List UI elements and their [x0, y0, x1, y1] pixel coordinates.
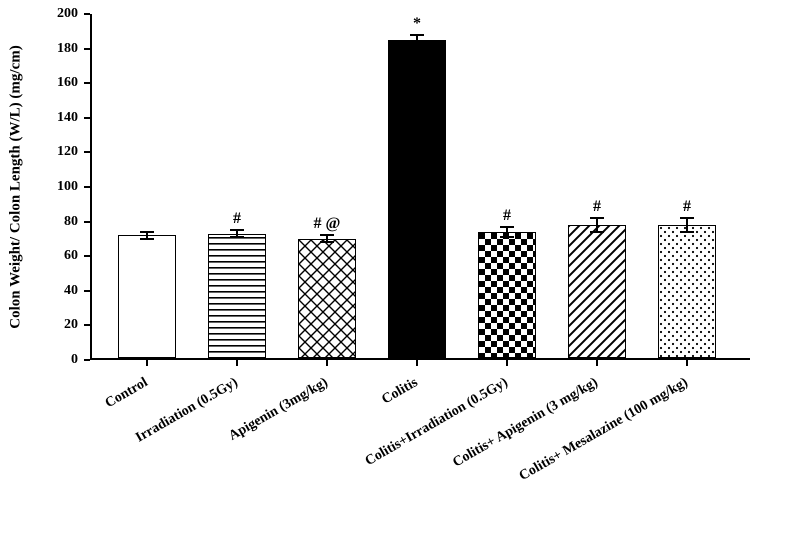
y-tick-label: 160 [40, 75, 78, 91]
y-tick-label: 40 [40, 283, 78, 299]
x-tick [326, 360, 328, 366]
bar-annotation: # [468, 207, 546, 225]
bar [118, 235, 176, 358]
y-tick-label: 200 [40, 6, 78, 22]
y-tick [84, 48, 90, 50]
bar [658, 225, 716, 358]
x-tick [596, 360, 598, 366]
errorbar [686, 218, 688, 232]
errorbar-cap [410, 44, 424, 46]
errorbar-cap [320, 234, 334, 236]
bar [298, 239, 356, 358]
errorbar-cap [230, 236, 244, 238]
errorbar-cap [230, 229, 244, 231]
y-tick [84, 359, 90, 361]
errorbar-cap [590, 217, 604, 219]
bar [478, 232, 536, 358]
x-tick [686, 360, 688, 366]
y-tick [84, 151, 90, 153]
errorbar-cap [500, 226, 514, 228]
errorbar-cap [320, 241, 334, 243]
y-tick [84, 221, 90, 223]
y-tick-label: 120 [40, 144, 78, 160]
y-tick-label: 0 [40, 352, 78, 368]
errorbar [596, 218, 598, 232]
errorbar-cap [410, 34, 424, 36]
y-tick-label: 60 [40, 248, 78, 264]
y-axis [90, 14, 92, 360]
x-tick [506, 360, 508, 366]
x-tick [236, 360, 238, 366]
bar-annotation: # [198, 210, 276, 228]
y-tick [84, 82, 90, 84]
y-tick [84, 13, 90, 15]
errorbar-cap [680, 231, 694, 233]
errorbar-cap [680, 217, 694, 219]
bar-annotation: * [378, 15, 456, 33]
bar [208, 234, 266, 358]
y-tick [84, 324, 90, 326]
bar-annotation: # @ [288, 215, 366, 233]
x-axis [90, 358, 750, 360]
errorbar-cap [500, 236, 514, 238]
errorbar-cap [140, 231, 154, 233]
bar-annotation: # [558, 198, 636, 216]
y-tick [84, 255, 90, 257]
bar [388, 40, 446, 358]
y-tick-label: 100 [40, 179, 78, 195]
y-axis-label: Colon Weight/ Colon Length (W/L) (mg/cm) [8, 45, 25, 328]
bar [568, 225, 626, 358]
y-tick-label: 20 [40, 317, 78, 333]
y-tick-label: 140 [40, 110, 78, 126]
y-tick-label: 80 [40, 214, 78, 230]
bar-annotation: # [648, 198, 726, 216]
x-tick [146, 360, 148, 366]
plot-area: 020406080100120140160180200Control#Irrad… [90, 14, 750, 360]
y-tick [84, 117, 90, 119]
errorbar-cap [140, 238, 154, 240]
y-tick [84, 290, 90, 292]
bar-chart: Colon Weight/ Colon Length (W/L) (mg/cm)… [0, 0, 800, 514]
x-tick [416, 360, 418, 366]
y-tick-label: 180 [40, 41, 78, 57]
y-tick [84, 186, 90, 188]
errorbar-cap [590, 231, 604, 233]
